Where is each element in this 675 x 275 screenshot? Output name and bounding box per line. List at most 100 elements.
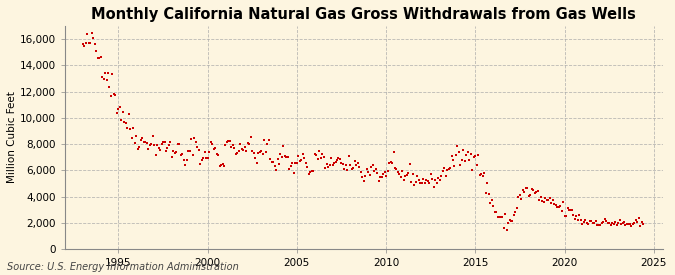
Point: [400, 174, 411, 178]
Point: [477, 174, 488, 178]
Point: [586, 219, 597, 223]
Point: [124, 112, 134, 117]
Point: [259, 138, 269, 142]
Point: [366, 164, 377, 169]
Point: [273, 162, 284, 166]
Point: [213, 152, 223, 157]
Point: [618, 220, 629, 224]
Point: [523, 194, 534, 199]
Point: [611, 223, 622, 227]
Point: [356, 170, 367, 174]
Point: [200, 155, 211, 160]
Point: [281, 155, 292, 159]
Point: [207, 142, 217, 146]
Point: [202, 156, 213, 160]
Point: [263, 138, 274, 142]
Point: [412, 174, 423, 179]
Point: [238, 147, 248, 152]
Point: [446, 153, 457, 158]
Point: [378, 172, 389, 177]
Point: [601, 218, 612, 223]
Point: [266, 160, 277, 164]
Point: [318, 154, 329, 159]
Point: [171, 150, 182, 154]
Point: [535, 194, 546, 199]
Point: [554, 205, 564, 209]
Point: [529, 191, 540, 195]
Point: [265, 157, 275, 161]
Point: [302, 165, 313, 169]
Point: [571, 214, 582, 219]
Y-axis label: Million Cubic Feet: Million Cubic Feet: [7, 92, 17, 183]
Point: [109, 91, 119, 96]
Point: [120, 121, 131, 126]
Point: [342, 168, 353, 173]
Point: [373, 178, 384, 183]
Point: [158, 140, 169, 144]
Point: [103, 70, 113, 75]
Point: [415, 181, 426, 185]
Point: [232, 151, 243, 155]
Point: [225, 139, 236, 143]
Point: [339, 167, 350, 172]
Point: [275, 152, 286, 156]
Point: [404, 162, 415, 166]
Point: [214, 164, 225, 168]
Point: [205, 140, 216, 145]
Point: [360, 174, 371, 178]
Text: Source: U.S. Energy Information Administration: Source: U.S. Energy Information Administ…: [7, 262, 238, 272]
Point: [602, 221, 613, 226]
Point: [327, 163, 338, 167]
Point: [546, 201, 557, 205]
Point: [117, 109, 128, 114]
Point: [331, 158, 342, 163]
Point: [329, 161, 340, 166]
Point: [247, 149, 258, 153]
Point: [460, 159, 470, 163]
Point: [544, 196, 555, 200]
Point: [486, 198, 497, 202]
Point: [626, 224, 637, 228]
Point: [556, 209, 567, 213]
Point: [241, 149, 252, 153]
Point: [278, 144, 289, 148]
Point: [346, 166, 357, 171]
Point: [210, 145, 221, 150]
Point: [306, 168, 317, 173]
Point: [406, 180, 416, 185]
Point: [434, 178, 445, 183]
Point: [596, 221, 607, 226]
Point: [382, 169, 393, 173]
Point: [288, 171, 299, 175]
Point: [613, 221, 624, 225]
Point: [152, 143, 163, 147]
Point: [150, 153, 161, 157]
Point: [245, 135, 256, 139]
Point: [253, 151, 264, 155]
Point: [413, 178, 424, 182]
Point: [219, 164, 230, 168]
Point: [104, 84, 115, 89]
Point: [610, 220, 620, 224]
Point: [147, 134, 158, 138]
Point: [348, 166, 359, 170]
Point: [622, 221, 632, 226]
Point: [369, 169, 379, 173]
Point: [583, 221, 594, 226]
Point: [257, 152, 268, 156]
Point: [235, 141, 246, 146]
Point: [519, 190, 530, 194]
Point: [531, 190, 541, 194]
Point: [298, 152, 308, 156]
Point: [363, 170, 374, 174]
Point: [82, 31, 92, 36]
Point: [90, 49, 101, 53]
Point: [500, 212, 510, 217]
Point: [435, 174, 446, 178]
Point: [562, 206, 573, 211]
Point: [451, 152, 462, 157]
Point: [324, 163, 335, 167]
Point: [549, 202, 560, 207]
Point: [534, 198, 545, 202]
Point: [178, 158, 189, 162]
